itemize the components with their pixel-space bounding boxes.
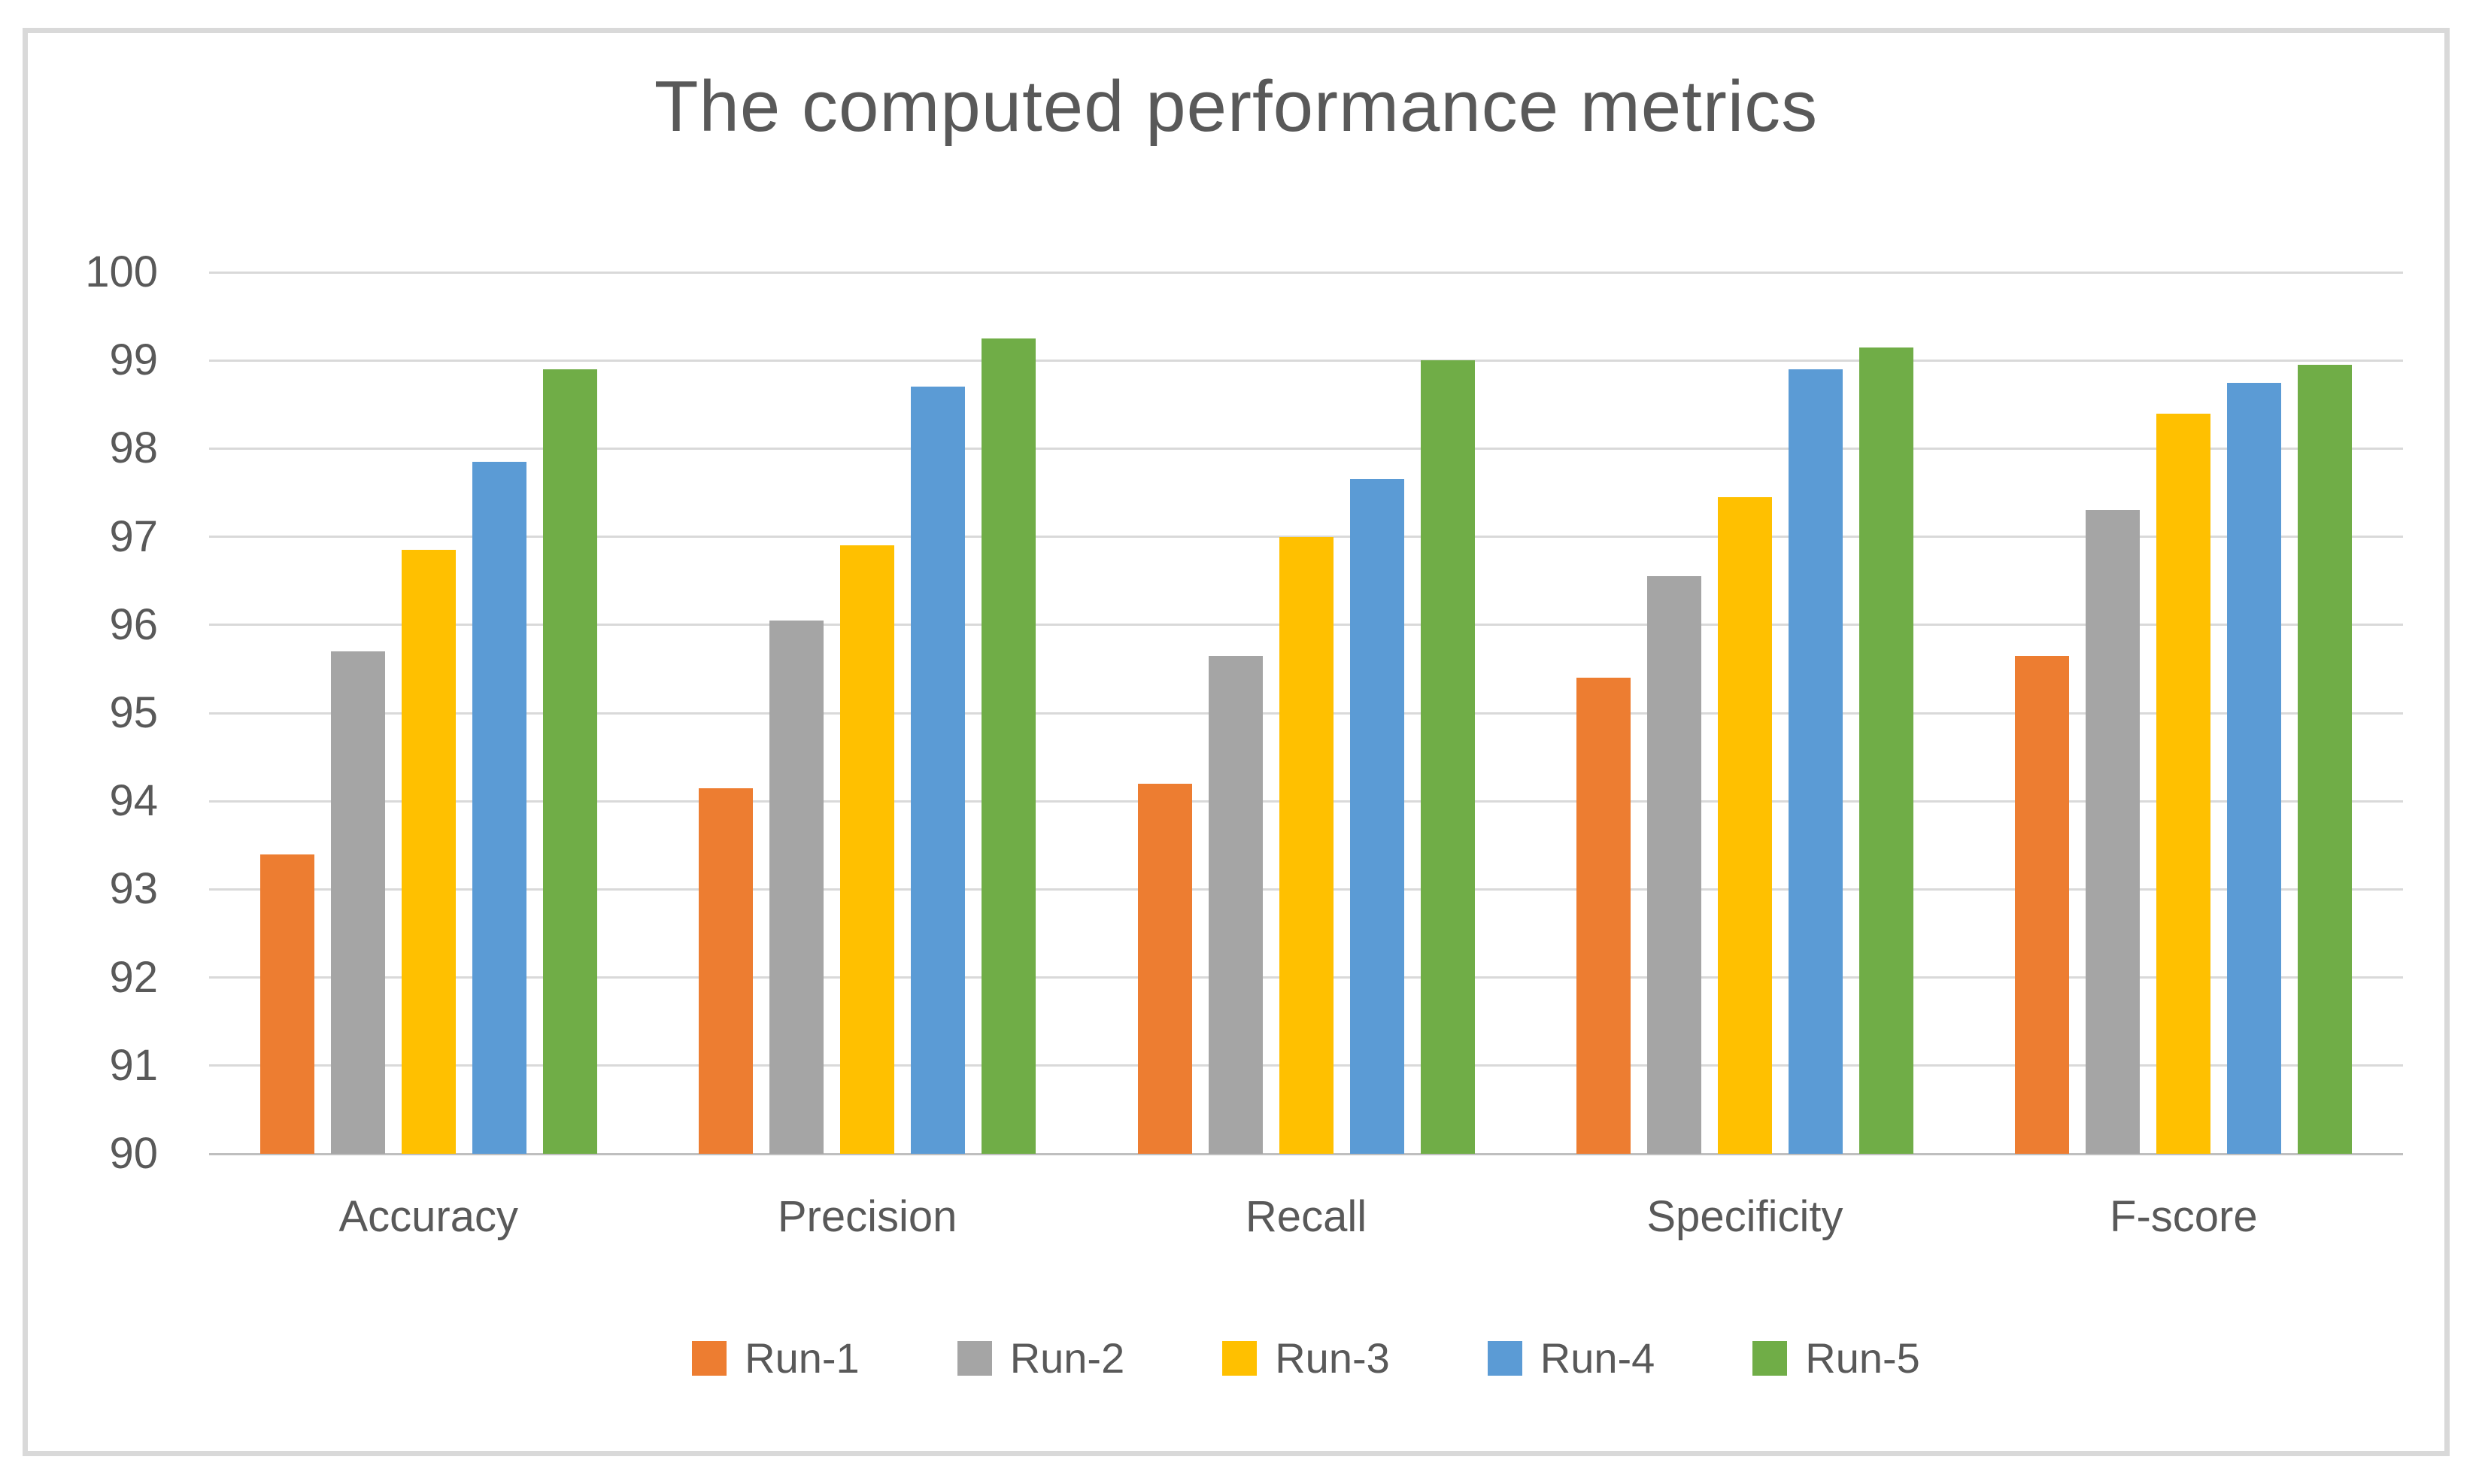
legend-label: Run-3 (1275, 1334, 1390, 1382)
bar-run-5-f-score (2298, 365, 2353, 1154)
legend-swatch-icon (1222, 1341, 1258, 1376)
bar-run-4-f-score (2227, 382, 2282, 1154)
plot-area (209, 271, 2403, 1155)
y-axis-tick-label: 95 (109, 688, 158, 737)
bar-run-3-f-score (2156, 413, 2211, 1154)
bar-run-1-accuracy (259, 854, 314, 1154)
bar-run-3-specificity (1717, 496, 1772, 1154)
legend-item-run-4: Run-4 (1487, 1334, 1655, 1382)
y-axis-tick-label: 90 (109, 1129, 158, 1178)
legend-item-run-5: Run-5 (1752, 1337, 1920, 1379)
bar-group-recall (1087, 272, 1525, 1154)
legend-swatch-icon (1487, 1341, 1522, 1376)
y-axis-tick-label: 98 (109, 423, 158, 473)
legend-swatch-icon (1752, 1341, 1788, 1376)
y-axis-tick-label: 91 (109, 1040, 158, 1090)
y-axis-tick-label: 99 (109, 335, 158, 385)
bar-group-f-score (1965, 272, 2403, 1154)
bar-run-4-specificity (1788, 369, 1843, 1154)
bar-group-accuracy (209, 272, 648, 1154)
y-axis-tick-label: 92 (109, 952, 158, 1002)
bar-run-1-recall (1137, 783, 1192, 1154)
bar-run-2-f-score (2086, 510, 2141, 1154)
bar-run-4-recall (1349, 479, 1404, 1154)
bar-run-5-accuracy (542, 369, 597, 1154)
gridline-99 (209, 359, 2403, 362)
x-axis-category-label: Recall (1245, 1191, 1367, 1241)
y-axis-tick-label: 97 (109, 511, 158, 561)
y-axis-tick-label: 94 (109, 776, 158, 826)
bar-run-3-precision (840, 545, 895, 1154)
gridline-100 (209, 271, 2403, 274)
legend-swatch-icon (957, 1341, 992, 1376)
bar-run-5-precision (982, 338, 1036, 1154)
legend-item-run-2: Run-2 (957, 1334, 1125, 1382)
y-axis-labels: 100 99 98 97 96 95 94 93 92 91 90 (0, 247, 179, 1178)
x-axis-labels: Accuracy Precision Recall Specificity F-scor… (209, 1182, 2403, 1250)
bar-run-4-accuracy (472, 461, 526, 1154)
y-axis-tick-label: 96 (109, 599, 158, 649)
legend-label: Run-1 (745, 1334, 860, 1382)
legend-label: Run-5 (1805, 1334, 1920, 1382)
gridline-98 (209, 447, 2403, 450)
x-axis-category-label: F-score (2110, 1191, 2258, 1241)
x-axis-category-label: Accuracy (338, 1191, 518, 1241)
bar-run-4-precision (911, 387, 966, 1154)
bar-run-3-accuracy (401, 550, 456, 1154)
y-axis-tick-label: 100 (85, 247, 158, 296)
gridline-97 (209, 536, 2403, 539)
bar-run-2-specificity (1646, 576, 1701, 1154)
legend: Run-1 Run-2 Run-3 Run-4 Run-5 (209, 1331, 2403, 1385)
bar-run-2-precision (769, 620, 824, 1154)
legend-swatch-icon (692, 1341, 727, 1376)
bar-run-1-precision (699, 788, 754, 1154)
bar-group-precision (648, 272, 1086, 1154)
bar-run-1-f-score (2015, 655, 2070, 1154)
legend-label: Run-2 (1009, 1334, 1125, 1382)
bar-run-5-specificity (1858, 347, 1913, 1154)
x-axis-category-label: Precision (777, 1191, 957, 1241)
legend-label: Run-4 (1540, 1334, 1655, 1382)
bar-run-5-recall (1420, 360, 1475, 1154)
x-axis-category-label: Specificity (1646, 1191, 1843, 1241)
bar-run-2-accuracy (330, 651, 385, 1154)
bar-run-1-specificity (1576, 678, 1631, 1154)
bar-run-3-recall (1279, 536, 1334, 1154)
gridline-90 (209, 1152, 2403, 1155)
y-axis-tick-label: 93 (109, 864, 158, 914)
bar-run-2-recall (1208, 655, 1263, 1154)
legend-item-run-1: Run-1 (692, 1337, 860, 1379)
bar-groups (209, 272, 2403, 1154)
legend-item-run-3: Run-3 (1222, 1337, 1390, 1379)
chart-title: The computed performance metrics (654, 66, 1819, 147)
bar-group-specificity (1525, 272, 1964, 1154)
